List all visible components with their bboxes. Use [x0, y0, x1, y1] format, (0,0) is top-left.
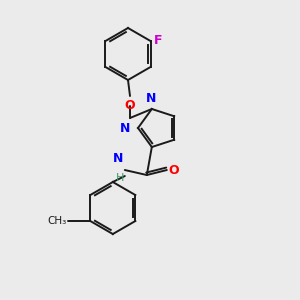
- Text: N: N: [112, 152, 123, 165]
- Text: N: N: [120, 122, 130, 134]
- Text: N: N: [146, 92, 156, 105]
- Text: O: O: [125, 99, 135, 112]
- Text: F: F: [154, 34, 162, 47]
- Text: CH₃: CH₃: [47, 216, 66, 226]
- Text: O: O: [169, 164, 179, 176]
- Text: H: H: [116, 173, 124, 183]
